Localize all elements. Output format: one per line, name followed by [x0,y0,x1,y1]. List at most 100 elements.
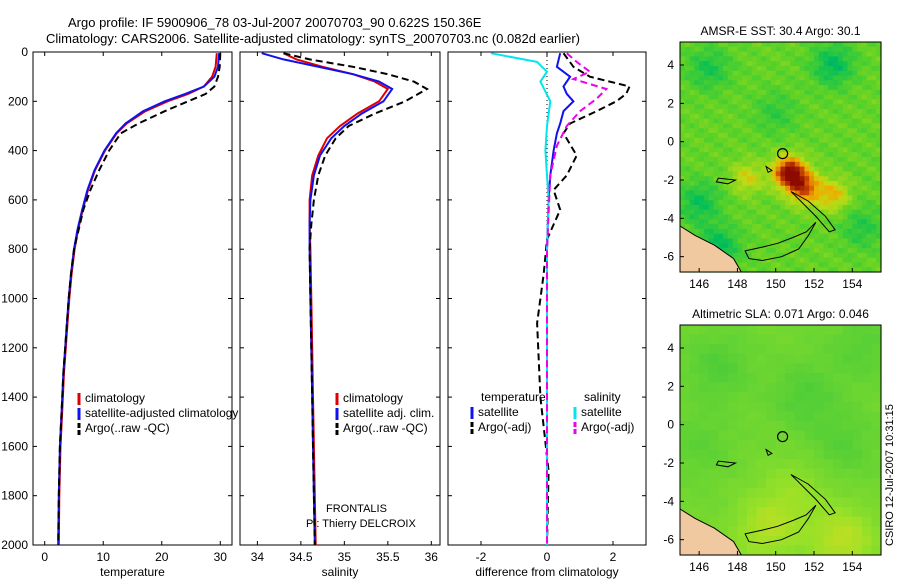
sla_map-cell [804,545,815,556]
sla_map-cell [814,440,825,451]
sla_map-cell [794,507,806,518]
sst_map-cell [751,42,758,48]
sla_map-cell [852,392,863,403]
sst_map-cell [703,113,710,120]
sst_map-cell [742,147,748,153]
sst_map-cell [770,157,777,163]
sst_map-cell [799,176,806,182]
sla_map-cell [814,363,825,374]
sst_map-cell [766,128,772,134]
sst_map-cell [766,56,772,62]
sla_map-cell [842,334,853,345]
sst_map-cell [680,85,686,91]
sst_map-cell [718,65,724,72]
sst_map-cell [761,75,767,81]
sst_map-cell [861,233,868,240]
sst_map-cell [794,204,801,211]
sst_map-cell [842,89,849,96]
sla_map-cell [775,372,786,384]
sla_map-cell [861,516,873,527]
sst_map-cell [747,166,753,172]
sst_map-cell [747,233,753,240]
sst_map-cell [790,233,796,240]
sst_map-cell [727,228,734,235]
sst_map-cell [708,118,715,125]
sst_map-cell [837,233,844,240]
sst_map-cell [847,185,853,192]
sst_map-cell [814,80,820,86]
sst_map-cell [766,113,772,120]
sst_map-cell [847,147,853,153]
sla_map-cell [737,487,748,499]
sst_map-cell [852,224,858,230]
sst_map-cell [866,248,873,254]
sst_map-cell [723,233,729,240]
sla_map-cell [756,440,767,451]
sst_map-cell [847,252,853,259]
sla_map-cell [804,526,815,537]
sst_map-cell [794,123,801,129]
sla_map-cell [823,449,834,460]
sst_map-cell [689,118,695,125]
sst_map-cell [785,142,791,149]
sst_map-cell [751,85,758,91]
sst_map-cell [756,65,762,72]
sst_map-cell [766,204,772,211]
sla_map-cell [747,401,758,412]
sst_map-cell [804,99,810,105]
sst_map-cell [694,128,700,134]
sst_map-cell [747,238,753,244]
sst_map-cell [809,56,815,62]
sst_map-cell [770,70,777,77]
sst_map-cell [785,262,791,268]
sla_map-cell [871,497,882,508]
sla_map-cell [699,392,710,403]
sst_map-cell [828,209,834,216]
sst_map-cell [790,200,796,206]
sla_map-cell [823,535,834,547]
sst_map-cell [756,133,762,139]
sst_map-cell [837,248,844,254]
sla_map-cell [775,344,786,355]
sst_map-cell [742,176,748,182]
sst_map-cell [723,113,729,120]
sst_map-cell [708,142,715,149]
sst_map-cell [718,99,724,105]
sla_map-cell [804,401,815,412]
sst_map-cell [689,185,695,192]
sst_map-cell [713,65,719,72]
sst_map-cell [871,61,877,67]
sst_map-cell [737,180,743,187]
sla_map-xtick-label: 152 [804,560,824,574]
sst_map-cell [804,56,810,62]
sst_map-cell [742,123,748,129]
sst_map-cell [780,176,786,182]
sst_map-cell [780,219,786,225]
sst_map-cell [861,252,868,259]
sst_map-cell [742,209,748,216]
sst_map-cell [747,190,753,196]
sst_map-cell [694,56,700,62]
sst_map-cell [804,46,810,53]
sst_map-cell [876,238,882,244]
sla_map-cell [833,478,844,489]
sst_map-cell [828,180,834,187]
sst_map-cell [818,262,825,268]
sst_map-cell [842,166,849,172]
sst_map-cell [823,166,829,172]
sla_map-cell [852,545,863,556]
sst_map-cell [751,180,758,187]
sla_map-cell [747,545,758,556]
sst_map-cell [814,157,820,163]
sst_map-cell [866,267,873,273]
sst_map-cell [785,94,791,101]
sst_map-cell [694,51,700,57]
sst_map-cell [699,152,705,158]
sst_map-cell [828,171,834,177]
sst_map-cell [737,200,743,206]
sst_map-cell [785,161,791,168]
sla_map-cell [747,325,758,336]
sst_map-cell [756,128,762,134]
sst_map-cell [823,104,829,110]
sst_map-cell [861,195,868,201]
